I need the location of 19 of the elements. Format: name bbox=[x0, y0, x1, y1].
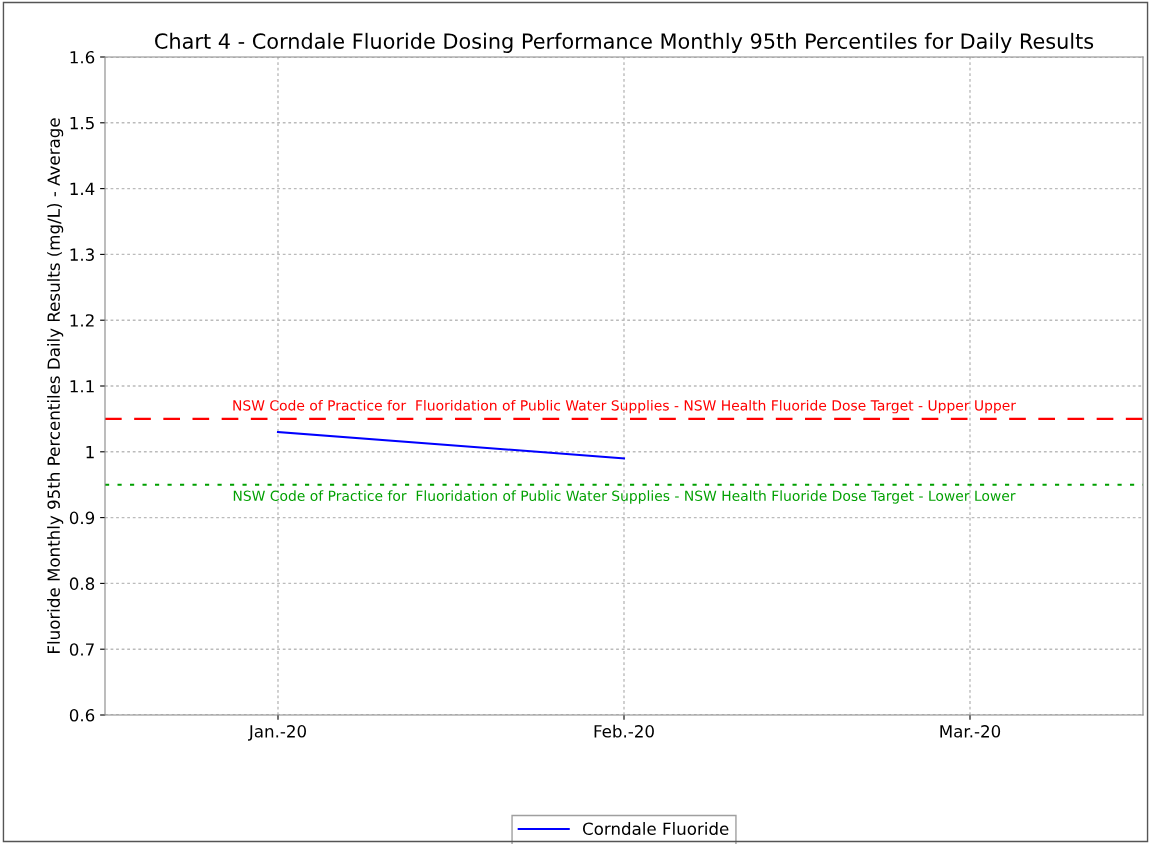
ref-line-label: NSW Code of Practice for Fluoridation of Public Water Supplies - NSW Health Fluoride Dose Target - Lower Lower bbox=[233, 490, 1016, 504]
legend-label: Corndale Fluoride bbox=[582, 822, 729, 836]
y-tick-label: 1.1 bbox=[70, 380, 94, 393]
y-axis-title: Fluoride Monthly 95th Percentiles Daily Results (mg/L) - Average bbox=[47, 118, 64, 653]
y-tick-label: 0.9 bbox=[69, 511, 95, 525]
x-tick-label: Feb.-20 bbox=[594, 724, 654, 738]
y-tick-label: 0.8 bbox=[69, 577, 95, 590]
y-tick-label: 1 bbox=[86, 445, 94, 459]
chart-title: Chart 4 - Corndale Fluoride Dosing Performance Monthly 95th Percentiles for Daily Results bbox=[155, 32, 1094, 53]
y-tick-label: 0.7 bbox=[69, 643, 94, 656]
x-tick-label: Jan.-20 bbox=[248, 725, 306, 741]
y-tick-label: 1.4 bbox=[70, 182, 95, 195]
y-tick-label: 1.3 bbox=[70, 248, 94, 261]
ref-line-label: NSW Code of Practice for Fluoridation of Public Water Supplies - NSW Health Fluoride Dose Target - Upper Upper bbox=[233, 399, 1016, 414]
y-tick-label: 1.2 bbox=[70, 314, 94, 327]
y-tick-label: 1.5 bbox=[70, 116, 94, 130]
x-tick-label: Mar.-20 bbox=[940, 725, 1001, 738]
y-tick-label: 1.6 bbox=[70, 50, 95, 64]
y-tick-label: 0.6 bbox=[69, 708, 95, 722]
